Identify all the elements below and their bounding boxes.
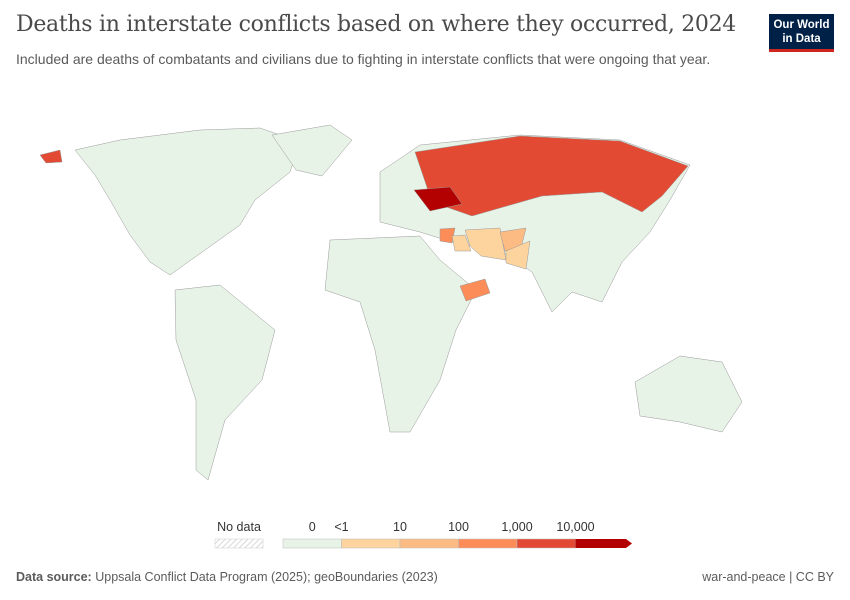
country-iraq[interactable] [451, 234, 472, 252]
chart-subtitle: Included are deaths of combatants and ci… [16, 51, 711, 67]
country-ukraine[interactable] [413, 186, 463, 212]
legend-swatch[interactable] [458, 538, 518, 549]
country-iran[interactable] [464, 227, 507, 261]
country-pakistan[interactable] [505, 240, 531, 270]
south-america[interactable] [174, 284, 276, 481]
legend-swatch[interactable] [282, 538, 342, 549]
owid-logo[interactable]: Our World in Data [769, 14, 834, 52]
legend-swatch[interactable] [399, 538, 459, 549]
legend-tick-label: 10 [393, 520, 407, 534]
source-label: Data source: [16, 570, 92, 584]
world-map [39, 124, 743, 481]
north-america[interactable] [74, 127, 301, 276]
legend-swatch[interactable] [341, 538, 401, 549]
legend-tick-label: 10,000 [556, 520, 594, 534]
legend-tick-label: 100 [448, 520, 469, 534]
country-syria[interactable] [439, 227, 456, 244]
legend-no-data-swatch [214, 538, 264, 549]
greenland[interactable] [271, 124, 353, 177]
legend-no-data-label: No data [217, 520, 261, 534]
legend-tick-label: 1,000 [501, 520, 532, 534]
africa[interactable] [324, 235, 477, 433]
legend-tick-label: 0 [309, 520, 316, 534]
source-note: Data source: Uppsala Conflict Data Progr… [16, 570, 438, 584]
legend: No data 0 <1 10 100 1,000 10,000 [214, 520, 633, 549]
license-link[interactable]: war-and-peace | CC BY [702, 570, 834, 584]
chart-title: Deaths in interstate conflicts based on … [16, 12, 737, 37]
australia[interactable] [634, 355, 743, 433]
source-text: Uppsala Conflict Data Program (2025); ge… [95, 570, 438, 584]
legend-swatch[interactable] [516, 538, 576, 549]
country-russia[interactable] [414, 135, 689, 217]
legend-tick-label: <1 [334, 520, 348, 534]
country-russia-chukotka[interactable] [39, 149, 63, 164]
legend-swatch[interactable] [575, 539, 633, 548]
country-yemen[interactable] [459, 278, 491, 302]
